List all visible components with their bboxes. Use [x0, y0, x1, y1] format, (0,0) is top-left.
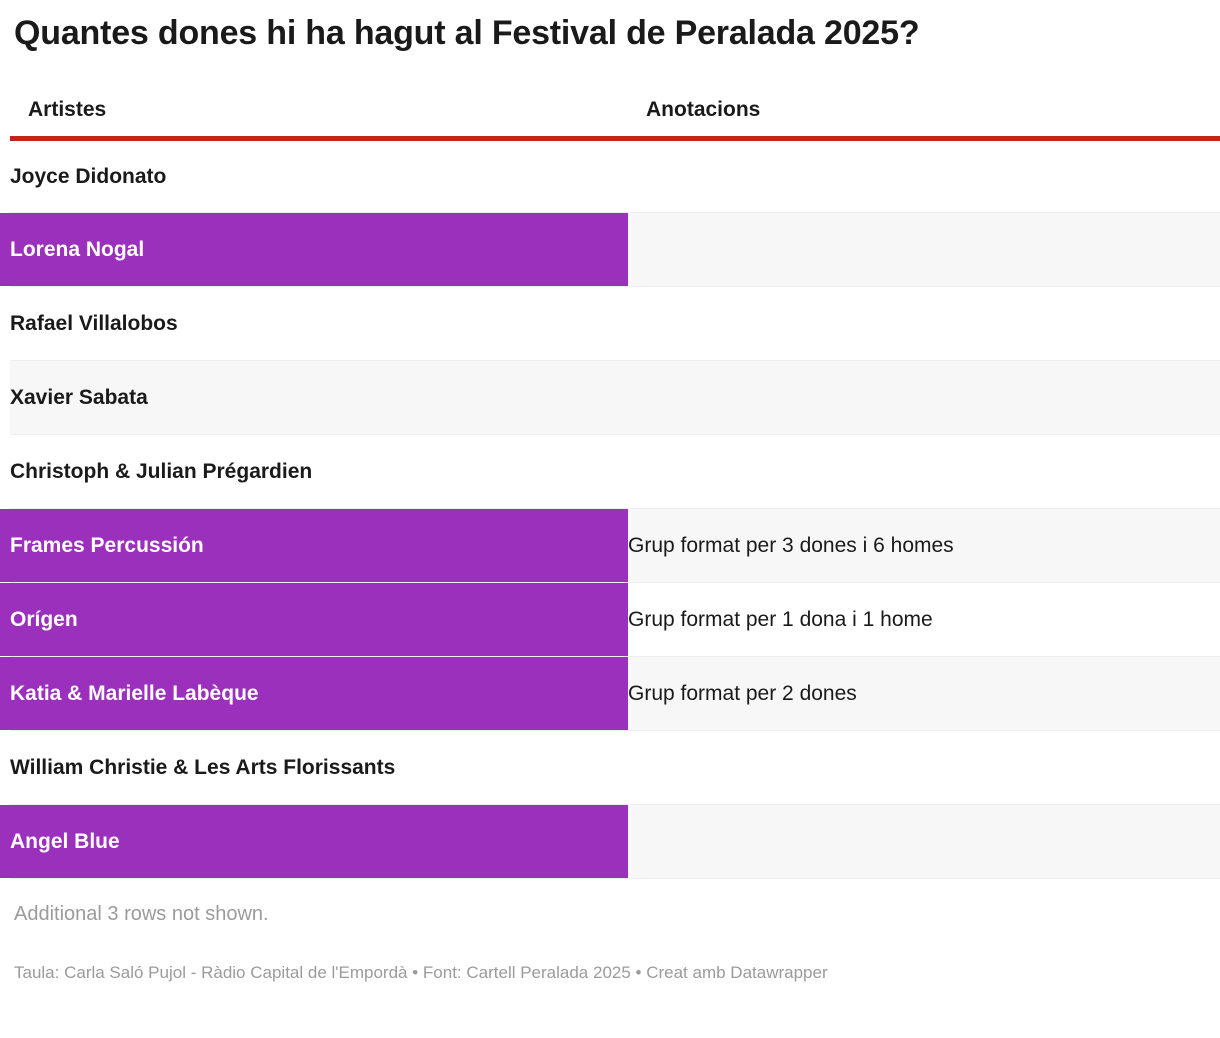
table-header: Artistes Anotacions: [10, 98, 1220, 142]
credits-footer: Taula: Carla Saló Pujol - Ràdio Capital …: [14, 963, 828, 983]
cell-artist: William Christie & Les Arts Florissants: [10, 730, 628, 806]
cell-annotation: [628, 286, 1220, 362]
table-row: Xavier Sabata: [10, 360, 1220, 436]
cell-artist: Christoph & Julian Prégardien: [10, 434, 628, 510]
cell-annotation: [628, 730, 1220, 806]
cell-artist: Katia & Marielle Labèque: [0, 656, 628, 732]
cell-artist: Xavier Sabata: [10, 360, 628, 436]
cell-artist: Lorena Nogal: [0, 212, 628, 288]
table-row: Christoph & Julian Prégardien: [10, 434, 1220, 510]
cell-annotation: Grup format per 2 dones: [628, 656, 1220, 732]
column-header-artistes[interactable]: Artistes: [10, 98, 628, 142]
cell-annotation: Grup format per 3 dones i 6 homes: [628, 508, 1220, 584]
table-header-row: Artistes Anotacions: [10, 98, 1220, 142]
cell-annotation: Grup format per 1 dona i 1 home: [628, 582, 1220, 658]
page-title: Quantes dones hi ha hagut al Festival de…: [14, 14, 920, 52]
table-row: Rafael Villalobos: [10, 286, 1220, 362]
table-row: Joyce Didonato: [10, 138, 1220, 214]
cell-artist: Orígen: [0, 582, 628, 658]
rows-not-shown-note: Additional 3 rows not shown.: [14, 903, 269, 926]
table-row: Angel Blue: [0, 804, 1220, 880]
cell-annotation: [628, 212, 1220, 288]
table-row: Katia & Marielle Labèque Grup format per …: [0, 656, 1220, 732]
artists-table: Artistes Anotacions Joyce Didonato Lorena…: [0, 98, 1220, 880]
cell-annotation: [628, 138, 1220, 214]
cell-annotation: [628, 804, 1220, 880]
column-header-anotacions[interactable]: Anotacions: [628, 98, 1220, 142]
table-row: Lorena Nogal: [0, 212, 1220, 288]
table-row: Frames Percussión Grup format per 3 dones…: [0, 508, 1220, 584]
cell-artist: Angel Blue: [0, 804, 628, 880]
cell-artist: Frames Percussión: [0, 508, 628, 584]
table-row: Orígen Grup format per 1 dona i 1 home: [0, 582, 1220, 658]
cell-artist: Rafael Villalobos: [10, 286, 628, 362]
cell-annotation: [628, 434, 1220, 510]
cell-annotation: [628, 360, 1220, 436]
table-row: William Christie & Les Arts Florissants: [10, 730, 1220, 806]
table-body: Joyce Didonato Lorena Nogal Rafael Villalo…: [0, 138, 1220, 880]
cell-artist: Joyce Didonato: [10, 138, 628, 214]
